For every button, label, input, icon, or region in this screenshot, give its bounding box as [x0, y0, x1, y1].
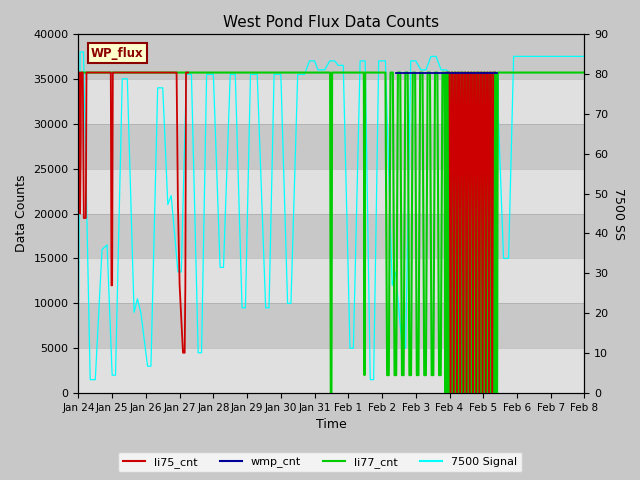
Bar [79, 79, 584, 124]
Bar [79, 168, 584, 214]
Bar [79, 258, 584, 303]
Legend: li75_cnt, wmp_cnt, li77_cnt, 7500 Signal: li75_cnt, wmp_cnt, li77_cnt, 7500 Signal [118, 452, 522, 472]
Title: West Pond Flux Data Counts: West Pond Flux Data Counts [223, 15, 440, 30]
Text: WP_flux: WP_flux [91, 47, 143, 60]
X-axis label: Time: Time [316, 419, 347, 432]
Bar [79, 348, 584, 393]
Y-axis label: Data Counts: Data Counts [15, 175, 28, 252]
Y-axis label: 7500 SS: 7500 SS [612, 188, 625, 240]
